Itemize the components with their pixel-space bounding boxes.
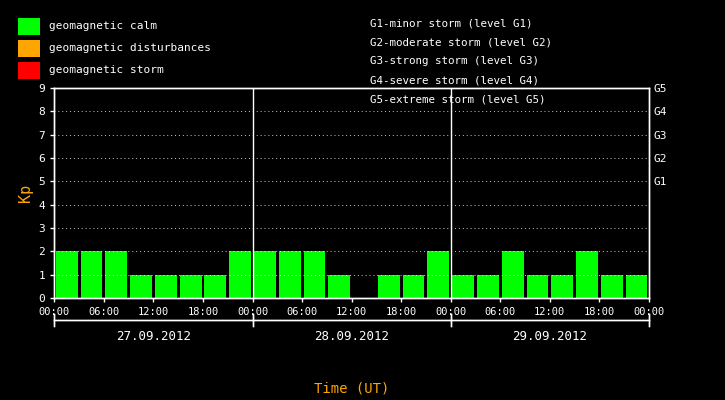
Bar: [56, 251, 78, 298]
Bar: [626, 275, 647, 298]
Text: G4-severe storm (level G4): G4-severe storm (level G4): [370, 76, 539, 86]
Bar: [254, 251, 276, 298]
Bar: [477, 275, 499, 298]
Text: Time (UT): Time (UT): [314, 382, 389, 396]
Y-axis label: Kp: Kp: [18, 184, 33, 202]
Bar: [130, 275, 152, 298]
Bar: [601, 275, 623, 298]
Text: geomagnetic calm: geomagnetic calm: [49, 22, 157, 32]
Bar: [328, 275, 350, 298]
Bar: [526, 275, 548, 298]
Text: 28.09.2012: 28.09.2012: [314, 330, 389, 343]
Bar: [551, 275, 573, 298]
Text: G1-minor storm (level G1): G1-minor storm (level G1): [370, 18, 532, 28]
Bar: [105, 251, 127, 298]
Bar: [304, 251, 326, 298]
Bar: [378, 275, 399, 298]
Bar: [279, 251, 301, 298]
Text: geomagnetic storm: geomagnetic storm: [49, 66, 163, 76]
Bar: [229, 251, 251, 298]
Bar: [428, 251, 450, 298]
Bar: [576, 251, 598, 298]
Text: G2-moderate storm (level G2): G2-moderate storm (level G2): [370, 37, 552, 47]
Bar: [502, 251, 523, 298]
Bar: [80, 251, 102, 298]
Text: G5-extreme storm (level G5): G5-extreme storm (level G5): [370, 95, 545, 105]
Bar: [204, 275, 226, 298]
Bar: [452, 275, 474, 298]
Text: 27.09.2012: 27.09.2012: [116, 330, 191, 343]
Bar: [402, 275, 424, 298]
Text: geomagnetic disturbances: geomagnetic disturbances: [49, 44, 210, 54]
Bar: [155, 275, 177, 298]
Text: G3-strong storm (level G3): G3-strong storm (level G3): [370, 56, 539, 66]
Bar: [180, 275, 202, 298]
Text: 29.09.2012: 29.09.2012: [513, 330, 587, 343]
